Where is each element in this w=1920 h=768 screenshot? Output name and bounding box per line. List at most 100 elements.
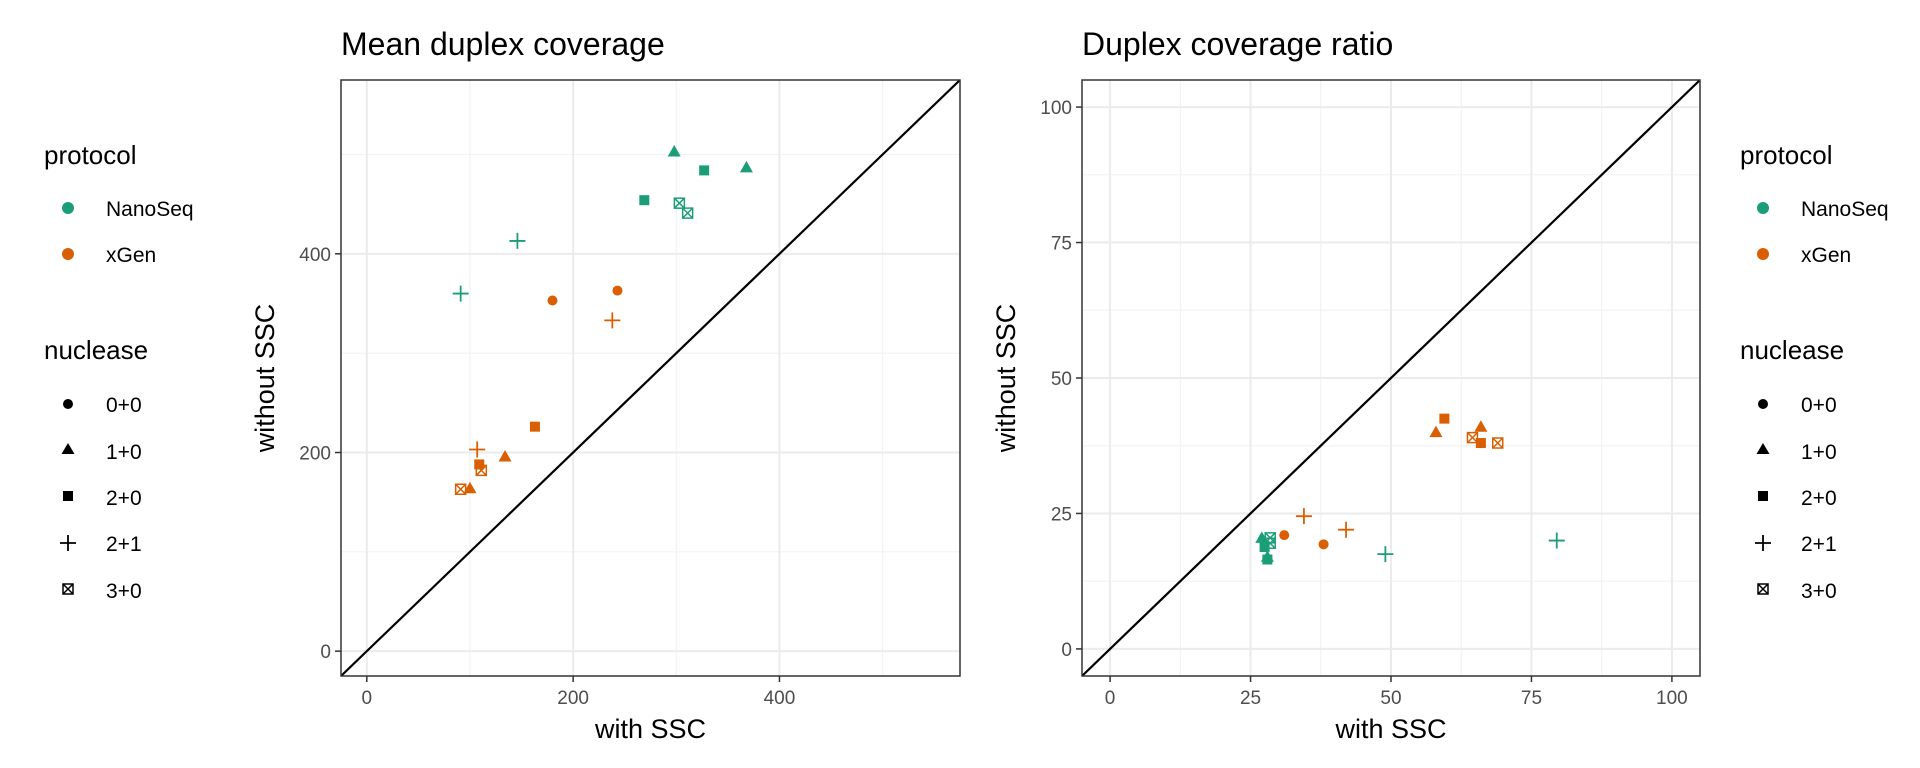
point-xgen-4	[469, 441, 486, 458]
point-nanoseq-5	[681, 207, 694, 219]
panel-duplex-coverage-ratio: 0 25 50 75 100 0 25 50 75 100 Duplex coverage rati…	[991, 26, 1701, 744]
plot-border	[340, 79, 961, 677]
point-xgen-7	[475, 464, 488, 477]
legend-nanoseq-swatch	[62, 202, 74, 214]
point-nanoseq-5-box	[681, 207, 694, 219]
point-nanoseq-1	[739, 160, 753, 173]
legend-xgen-label: xGen	[106, 244, 156, 267]
legend-xgen-swatch	[62, 248, 74, 260]
point-nanoseq-6	[509, 232, 526, 249]
legend-circle-icon	[63, 399, 73, 409]
identity-line	[341, 80, 960, 676]
point-xgen-0	[1279, 530, 1290, 541]
legend-protocol-title: protocol	[44, 140, 137, 170]
y-tick-label: 50	[1051, 369, 1072, 390]
point-xgen-4	[1429, 425, 1443, 438]
chart-title: Duplex coverage ratio	[1082, 26, 1393, 62]
legend-circle-icon-right	[1758, 399, 1768, 409]
point-xgen-2	[604, 312, 621, 329]
legend-nuclease-label-1: 1+0	[106, 441, 142, 464]
point-nanoseq-7	[452, 285, 469, 302]
y-tick-label: 25	[1051, 504, 1072, 525]
x-tick-label: 200	[557, 688, 589, 709]
legend-plus-icon-right	[1755, 535, 1771, 551]
point-xgen-9	[454, 483, 467, 496]
y-tick-label: 400	[299, 245, 331, 266]
point-xgen-8	[463, 481, 477, 494]
point-xgen-0	[612, 285, 623, 296]
point-xgen-7-box	[1466, 431, 1479, 444]
legend-right: protocol NanoSeq xGen nuclease 0+0 1+0 2…	[1740, 140, 1889, 603]
y-axis-label: without SSC	[991, 304, 1021, 454]
legend-square-icon-right	[1758, 491, 1768, 501]
point-nanoseq-2	[699, 165, 710, 176]
point-nanoseq-4	[673, 197, 686, 209]
point-nanoseq-3	[1264, 537, 1276, 550]
legend-plus-icon	[60, 535, 76, 551]
chart-title: Mean duplex coverage	[341, 26, 665, 62]
legend-nuclease-label-0: 0+0	[106, 394, 142, 417]
point-nanoseq-5	[1262, 554, 1273, 565]
point-nanoseq-4-cross	[673, 197, 685, 209]
legend-triangle-icon-right	[1756, 443, 1770, 454]
x-tick-label: 400	[764, 688, 796, 709]
legend-square-cross-icon-right	[1757, 583, 1769, 595]
point-xgen-9	[1491, 437, 1504, 449]
series-xgen	[1279, 413, 1504, 550]
series-xgen	[454, 285, 623, 496]
point-xgen-6	[474, 459, 485, 470]
legend-nuclease-label-0-right: 0+0	[1801, 394, 1837, 417]
panel-mean-duplex-coverage: 0 200 400 0 200 400 Mean duplex coverage with S…	[250, 26, 961, 744]
point-xgen-5	[498, 449, 512, 462]
y-tick-label: 0	[1061, 640, 1072, 661]
legend-left: protocol NanoSeq xGen nuclease 0+0 1+0 2…	[44, 140, 194, 603]
y-tick-label: 100	[1040, 98, 1072, 119]
point-xgen-1	[547, 295, 558, 306]
legend-nanoseq-label: NanoSeq	[106, 198, 194, 221]
point-nanoseq-0	[667, 145, 681, 157]
legend-xgen-swatch-right	[1757, 248, 1769, 260]
legend-nuclease-label-4-right: 3+0	[1801, 580, 1837, 603]
x-tick-label: 50	[1380, 688, 1401, 709]
legend-nuclease-label-2: 2+0	[106, 487, 142, 510]
point-xgen-2	[1295, 508, 1312, 525]
legend-xgen-label-right: xGen	[1801, 244, 1851, 267]
point-xgen-9-cross	[1492, 437, 1504, 449]
point-xgen-7	[1466, 431, 1479, 444]
legend-square-cross-icon	[62, 583, 74, 595]
point-nanoseq-3-box	[1264, 537, 1276, 550]
point-xgen-8	[1475, 438, 1486, 449]
legend-nanoseq-label-right: NanoSeq	[1801, 198, 1889, 221]
legend-nuclease-label-4: 3+0	[106, 580, 142, 603]
y-tick-label: 200	[299, 444, 331, 465]
point-xgen-3	[1338, 521, 1355, 538]
legend-nuclease-title-right: nuclease	[1740, 335, 1844, 365]
x-tick-label: 0	[1105, 688, 1116, 709]
legend-protocol-title-right: protocol	[1740, 140, 1833, 170]
point-xgen-7-cross	[1466, 432, 1478, 444]
point-nanoseq-5-cross	[682, 207, 694, 219]
legend-nuclease-label-3-right: 2+1	[1801, 533, 1837, 556]
x-tick-label: 75	[1521, 688, 1542, 709]
point-nanoseq-6	[1377, 546, 1394, 563]
legend-nuclease-label-3: 2+1	[106, 533, 142, 556]
x-tick-label: 25	[1240, 688, 1261, 709]
legend-nuclease-label-2-right: 2+0	[1801, 487, 1837, 510]
point-nanoseq-4-box	[673, 197, 686, 209]
series-nanoseq	[452, 145, 753, 302]
point-xgen-6	[1474, 420, 1488, 432]
y-tick-label: 75	[1051, 234, 1072, 255]
identity-line	[1082, 80, 1700, 676]
y-axis-label: without SSC	[250, 304, 280, 454]
point-xgen-7-cross	[475, 464, 487, 476]
legend-triangle-icon	[61, 443, 75, 454]
point-xgen-7-box	[475, 464, 488, 477]
y-tick-label: 0	[320, 642, 331, 663]
legend-square-icon	[63, 491, 73, 501]
point-xgen-1	[1318, 539, 1329, 550]
point-nanoseq-3	[639, 195, 650, 206]
legend-nanoseq-swatch-right	[1757, 202, 1769, 214]
series-nanoseq	[1255, 531, 1565, 565]
point-nanoseq-7	[1548, 532, 1565, 549]
